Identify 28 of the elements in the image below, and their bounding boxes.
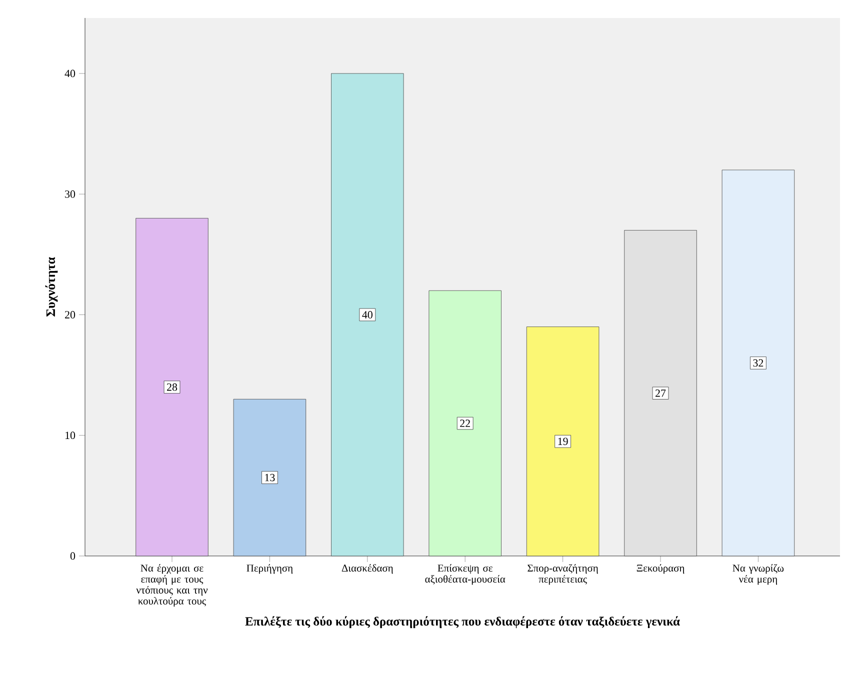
- x-tick-label: Ξεκούραση: [636, 564, 684, 574]
- x-axis-title: Επιλέξτε τις δύο κύριες δραστηριότητες που ενδιαφέρεστε όταν ταξιδεύετε γενικά: [245, 616, 680, 628]
- y-tick-label: 30: [65, 190, 76, 198]
- data-label: 40: [362, 311, 372, 318]
- y-axis-title: Συχνότητα: [45, 257, 58, 317]
- x-tick-label: Διασκέδαση: [342, 564, 393, 574]
- data-label: 13: [265, 474, 275, 482]
- data-label: 22: [460, 420, 470, 427]
- x-tick-label: Να έρχομαι σε επαφή με τους ντόπιους και την κουλτούρα τους: [136, 564, 208, 607]
- bar: [233, 398, 306, 556]
- y-tick-label: 20: [65, 311, 76, 318]
- x-tick-label: Επίσκεψη σε αξιοθέατα-μουσεία: [425, 564, 506, 585]
- bar: [428, 290, 502, 556]
- bar: [624, 230, 697, 556]
- data-label: 27: [656, 390, 666, 397]
- y-tick-label: 10: [66, 432, 76, 440]
- y-tick-label: 0: [70, 552, 76, 560]
- bar: [526, 326, 600, 556]
- y-tick-label: 40: [64, 70, 76, 78]
- data-label: 28: [167, 383, 178, 391]
- data-label: 32: [753, 359, 764, 367]
- bar: [331, 73, 404, 556]
- x-tick-label: Σπορ-αναζήτηση περιπέτειας: [528, 564, 598, 585]
- bar: [136, 218, 208, 556]
- bar: [722, 170, 795, 556]
- x-tick-label: Περιήγηση: [246, 564, 292, 574]
- x-tick-label: Να γνωρίζω νέα μερη: [732, 564, 784, 585]
- data-label: 19: [558, 438, 568, 446]
